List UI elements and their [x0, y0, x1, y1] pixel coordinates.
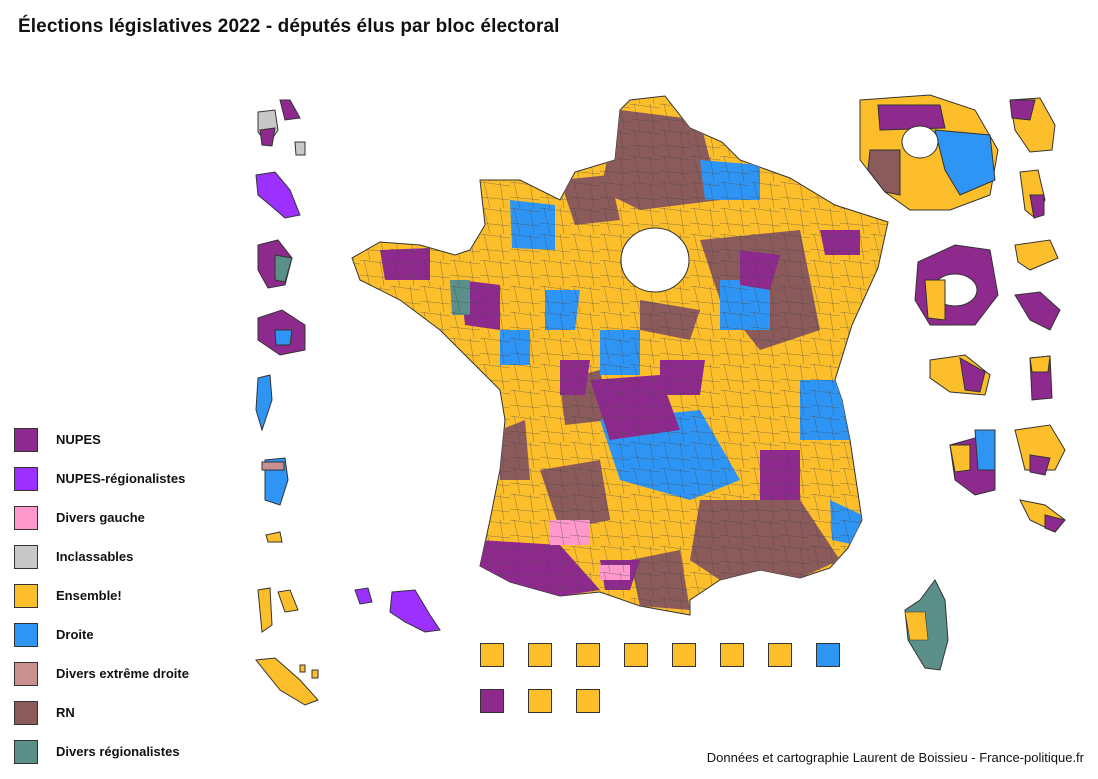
abroad-constituency-box — [624, 643, 648, 667]
legend-swatch — [14, 662, 38, 686]
abroad-constituency-box — [720, 643, 744, 667]
legend-item-divers-extreme-droite: Divers extrême droite — [14, 662, 234, 701]
legend-item-inclassables: Inclassables — [14, 545, 234, 584]
polynesia-islands — [354, 587, 441, 633]
abroad-constituency-box — [576, 643, 600, 667]
abroad-constituency-box — [528, 643, 552, 667]
legend-label: Ensemble! — [56, 588, 122, 603]
legend-label: NUPES — [56, 432, 101, 447]
legend-swatch — [14, 701, 38, 725]
abroad-constituency-box — [576, 689, 600, 713]
legend-swatch — [14, 740, 38, 764]
legend-swatch — [14, 623, 38, 647]
legend-swatch — [14, 584, 38, 608]
abroad-constituency-box — [672, 643, 696, 667]
legend-label: Divers gauche — [56, 510, 145, 525]
legend-label: Divers régionalistes — [56, 744, 180, 759]
ile-de-france-zooms — [859, 94, 1066, 533]
legend-label: RN — [56, 705, 75, 720]
legend-swatch — [14, 545, 38, 569]
legend-swatch — [14, 506, 38, 530]
legend-label: Droite — [56, 627, 94, 642]
credit-line: Données et cartographie Laurent de Boiss… — [706, 750, 1084, 765]
abroad-constituency-box — [480, 643, 504, 667]
legend-swatch — [14, 467, 38, 491]
legend-item-rn: RN — [14, 701, 234, 740]
legend-item-ensemble: Ensemble! — [14, 584, 234, 623]
legend-item-nupes: NUPES — [14, 428, 234, 467]
legend-item-nupes-regionalistes: NUPES-régionalistes — [14, 467, 234, 506]
abroad-constituency-box — [480, 689, 504, 713]
legend-item-droite: Droite — [14, 623, 234, 662]
legend-item-divers-regionalistes: Divers régionalistes — [14, 740, 234, 779]
legend-item-divers-gauche: Divers gauche — [14, 506, 234, 545]
legend-label: Inclassables — [56, 549, 134, 564]
overseas-territories — [255, 99, 319, 706]
abroad-constituency-box — [768, 643, 792, 667]
corsica — [904, 579, 949, 671]
abroad-constituency-box — [816, 643, 840, 667]
abroad-constituency-box — [528, 689, 552, 713]
legend-label: Divers extrême droite — [56, 666, 189, 681]
page-title: Élections législatives 2022 - députés él… — [18, 16, 560, 37]
legend: NUPES NUPES-régionalistes Divers gauche … — [14, 428, 234, 779]
legend-swatch — [14, 428, 38, 452]
legend-label: NUPES-régionalistes — [56, 471, 186, 486]
